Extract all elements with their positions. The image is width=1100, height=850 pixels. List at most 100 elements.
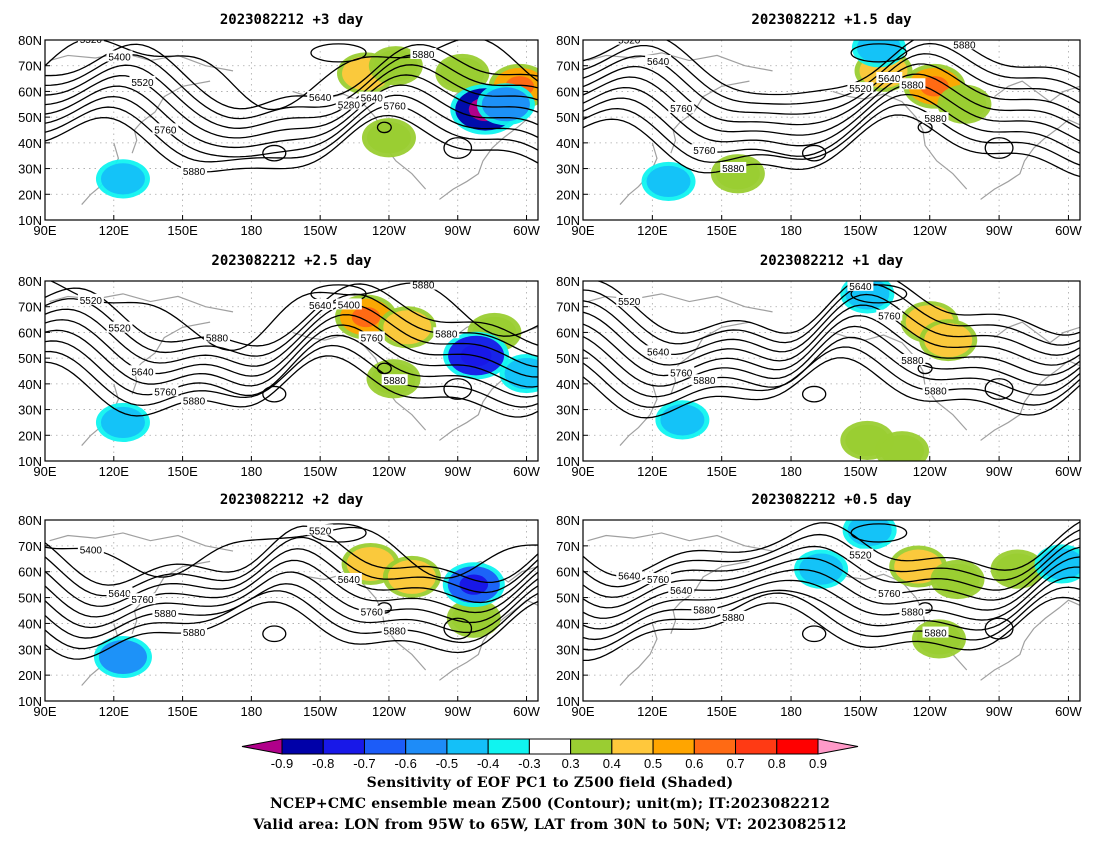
y-tick-label: 20N xyxy=(556,428,580,443)
contour-label-bg xyxy=(106,321,133,333)
contour-label-bg xyxy=(645,345,672,357)
map-panel: 5640552057605760564058805880588058802023… xyxy=(556,492,1082,719)
y-tick-label: 10N xyxy=(556,213,580,228)
z500-contour xyxy=(583,40,1080,96)
coastline xyxy=(292,331,427,431)
positive-sensitivity-region xyxy=(383,310,432,345)
colorbar-tick-label: 0.4 xyxy=(603,756,621,771)
y-tick-label: 80N xyxy=(18,274,42,289)
y-tick-label: 50N xyxy=(556,351,580,366)
x-tick-label: 180 xyxy=(241,223,263,238)
coastline xyxy=(832,90,968,190)
y-tick-label: 20N xyxy=(556,187,580,202)
y-tick-label: 50N xyxy=(18,110,42,125)
z500-contour xyxy=(583,93,1080,157)
y-tick-label: 30N xyxy=(18,162,42,177)
contour-label: 5760 xyxy=(670,368,693,379)
z500-contour xyxy=(583,283,1080,346)
colorbar-tick-label: 0.9 xyxy=(809,756,827,771)
y-tick-label: 30N xyxy=(556,403,580,418)
contour-label-bg xyxy=(645,572,672,584)
contour-label-bg xyxy=(668,366,695,378)
y-tick-label: 50N xyxy=(556,110,580,125)
coastline xyxy=(49,293,234,313)
y-tick-label: 60N xyxy=(556,325,580,340)
y-tick-label: 10N xyxy=(556,694,580,709)
contour-label-bg xyxy=(720,161,747,173)
contour-label: 5520 xyxy=(849,551,872,562)
contour-label: 5880 xyxy=(901,356,924,367)
y-tick-label: 60N xyxy=(18,84,42,99)
contour-label: 5400 xyxy=(108,53,131,64)
contour-label: 5880 xyxy=(183,396,206,407)
coastline xyxy=(980,599,1080,681)
contour-label: 5520 xyxy=(80,35,103,46)
colorbar-tick-label: -0.6 xyxy=(394,756,416,771)
negative-sensitivity-region xyxy=(481,87,530,122)
z500-closed-contour xyxy=(376,121,392,134)
y-tick-label: 10N xyxy=(18,454,42,469)
contour-label: 5880 xyxy=(901,607,924,618)
z500-contour xyxy=(583,83,1080,147)
contour-label-bg xyxy=(720,610,747,622)
contour-label: 5640 xyxy=(338,575,361,586)
contour-label-bg xyxy=(106,50,133,62)
x-tick-label: 150W xyxy=(303,223,338,238)
x-tick-label: 150E xyxy=(707,223,738,238)
colorbar-tick-label: 0.3 xyxy=(562,756,580,771)
z500-contour xyxy=(45,94,538,158)
contour-label-bg xyxy=(847,281,874,291)
z500-contour xyxy=(583,556,1080,619)
map-panel: 5520564056405760576058805880588020230822… xyxy=(556,253,1082,479)
contour-label-bg xyxy=(616,569,643,581)
colorbar-tick-label: -0.4 xyxy=(477,756,499,771)
z500-closed-contour xyxy=(443,137,473,159)
contour-label: 5760 xyxy=(878,589,901,600)
contour-label: 5640 xyxy=(647,347,670,358)
z500-closed-contour xyxy=(850,284,908,304)
x-tick-label: 90W xyxy=(986,704,1013,719)
contour-label: 5760 xyxy=(154,125,177,136)
z500-closed-contour xyxy=(262,144,287,162)
contour-label: 5760 xyxy=(361,608,384,619)
contour-label: 5880 xyxy=(953,40,976,51)
coastline xyxy=(994,80,1080,103)
z500-closed-contour xyxy=(984,617,1014,640)
coastline xyxy=(292,571,427,671)
x-tick-label: 90W xyxy=(986,223,1013,238)
z500-closed-contour xyxy=(262,385,287,403)
contour-label-bg xyxy=(410,281,437,290)
contour-label: 5880 xyxy=(693,376,716,387)
z500-closed-contour xyxy=(262,625,287,643)
y-tick-label: 80N xyxy=(556,33,580,48)
z500-contour xyxy=(583,546,1080,609)
contour-label: 5520 xyxy=(618,297,641,308)
negative-sensitivity-region xyxy=(100,163,145,195)
contour-label-bg xyxy=(691,603,718,615)
coastline xyxy=(439,119,538,200)
x-tick-label: 120W xyxy=(372,223,407,238)
contour-label: 5760 xyxy=(878,312,901,323)
y-tick-label: 60N xyxy=(556,84,580,99)
y-tick-label: 20N xyxy=(556,668,580,683)
y-tick-label: 70N xyxy=(18,539,42,554)
negative-sensitivity-region xyxy=(856,40,901,64)
z500-contour xyxy=(595,281,1080,336)
x-tick-label: 180 xyxy=(780,704,802,719)
contour-label: 5520 xyxy=(108,324,131,335)
coastline xyxy=(670,321,750,395)
x-tick-label: 120W xyxy=(372,704,407,719)
coastline xyxy=(49,532,234,552)
x-tick-label: 150E xyxy=(167,704,198,719)
map-panel: 5520 564055205400564057605760588058805880… xyxy=(18,253,540,479)
contour-label-bg xyxy=(129,75,156,87)
contour-label-bg xyxy=(899,78,926,90)
x-tick-label: 150W xyxy=(303,704,338,719)
x-tick-label: 150W xyxy=(843,704,878,719)
contour-label: 5880 xyxy=(693,606,716,617)
panel-title: 2023082212 +1 day xyxy=(760,253,904,269)
z500-closed-contour xyxy=(801,385,827,403)
contour-label: 5640 xyxy=(309,301,332,312)
z500-closed-contour xyxy=(984,137,1014,159)
contour-label-bg xyxy=(847,82,874,94)
